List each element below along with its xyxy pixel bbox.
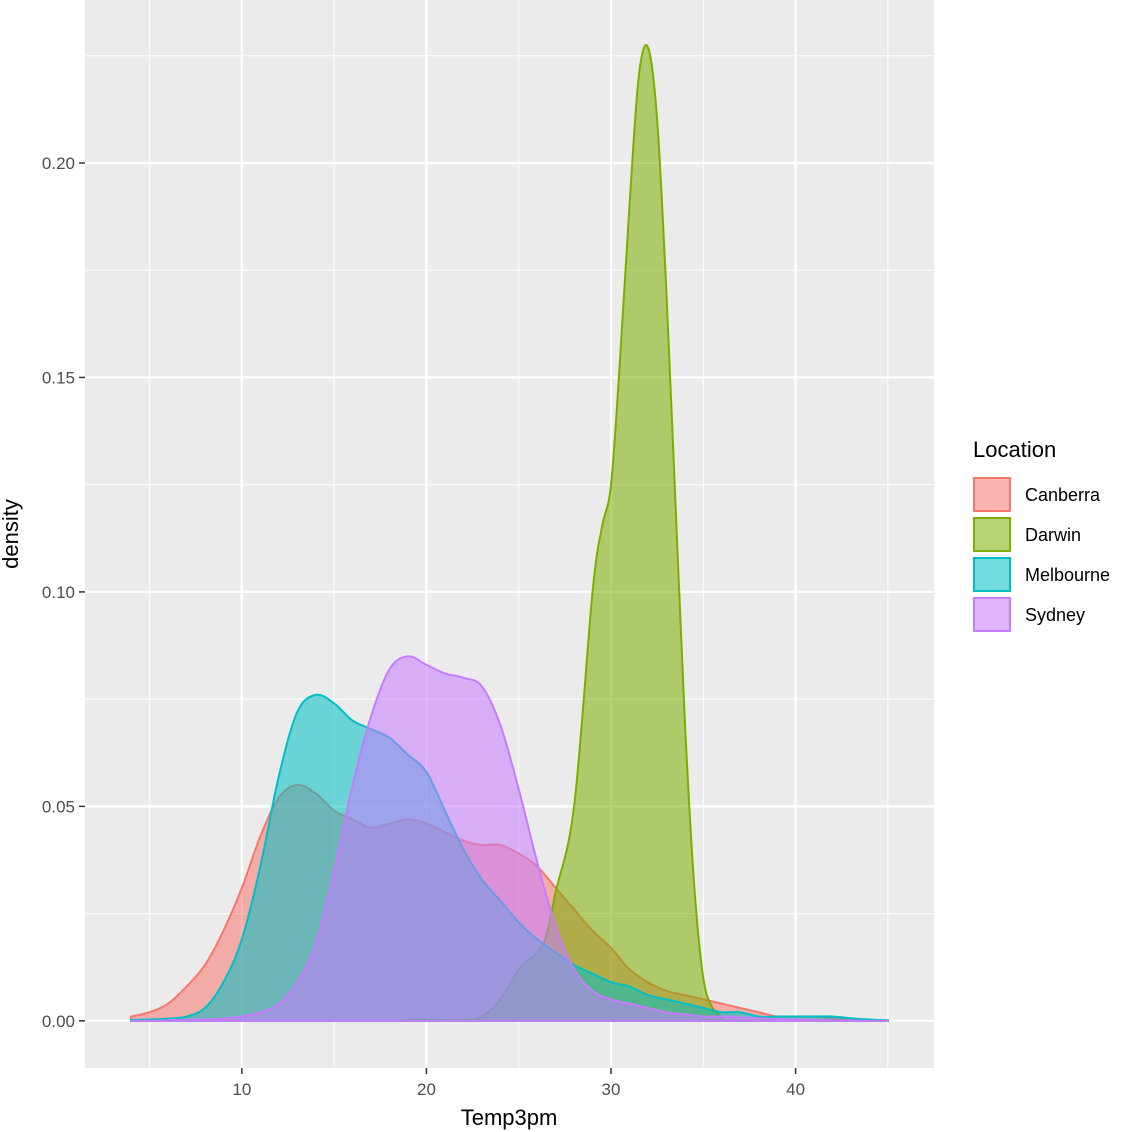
legend-key-melbourne	[973, 557, 1011, 592]
legend-label-sydney: Sydney	[1025, 605, 1085, 625]
y-axis-title: density	[0, 499, 23, 569]
legend-key-darwin	[973, 517, 1011, 552]
density-outline-sydney	[131, 655, 888, 1022]
x-tick-label: 40	[786, 1080, 805, 1099]
legend-key-canberra	[973, 477, 1011, 512]
density-series	[130, 44, 889, 1022]
axes: 10 20 30 40 0.00 0.05 0.10 0.15 0.20	[42, 154, 805, 1099]
legend-key-sydney	[973, 597, 1011, 632]
x-axis-title: Temp3pm	[461, 1105, 558, 1130]
y-tick-label: 0.15	[42, 368, 75, 387]
y-tick-label: 0.05	[42, 797, 75, 816]
legend-label-melbourne: Melbourne	[1025, 565, 1110, 585]
legend-title: Location	[973, 437, 1056, 462]
legend-label-darwin: Darwin	[1025, 525, 1081, 545]
y-tick-label: 0.20	[42, 154, 75, 173]
x-tick-label: 10	[232, 1080, 251, 1099]
x-tick-label: 30	[602, 1080, 621, 1099]
y-tick-label: 0.10	[42, 583, 75, 602]
legend: Location Canberra Darwin Melbourne Sydney	[973, 437, 1110, 632]
y-tick-label: 0.00	[42, 1012, 75, 1031]
density-area-darwin	[407, 45, 722, 1021]
x-tick-label: 20	[417, 1080, 436, 1099]
legend-label-canberra: Canberra	[1025, 485, 1101, 505]
